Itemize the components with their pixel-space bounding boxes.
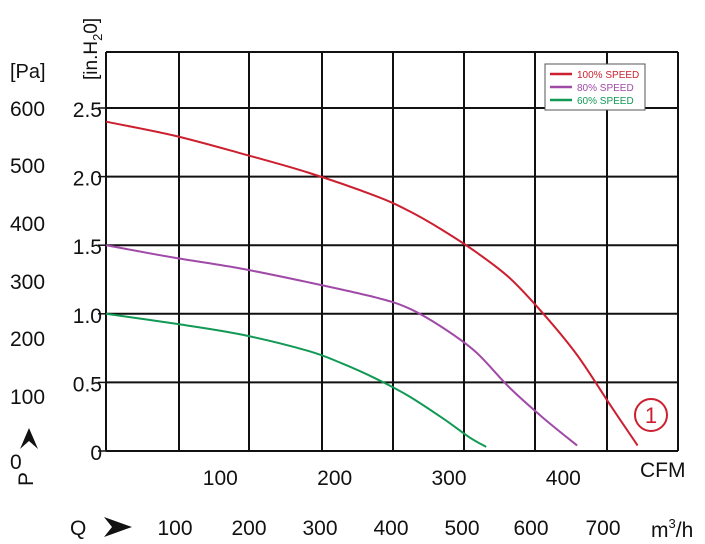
x-unit-cfm: CFM — [640, 459, 686, 482]
x-tick-label-m3h: 400 — [373, 517, 408, 540]
pressure-arrow-icon — [20, 428, 38, 449]
x-tick-label-cfm: 100 — [203, 467, 238, 490]
y-tick-label-pa: 200 — [10, 328, 45, 351]
y-tick-label-inH2O: 2.0 — [73, 168, 102, 191]
x-unit-m3h: m3/h — [651, 516, 693, 542]
y-tick-label-inH2O: 1.5 — [73, 236, 102, 259]
x-tick-label-m3h: 600 — [513, 517, 548, 540]
y-tick-label-pa: 400 — [10, 213, 45, 236]
y-unit-pa: [Pa] — [10, 61, 46, 83]
legend-label: 80% SPEED — [577, 83, 634, 94]
y-tick-label-pa: 600 — [10, 98, 45, 121]
y-tick-label-pa: 500 — [10, 155, 45, 178]
y-tick-label-pa: 0 — [10, 451, 22, 474]
series-line-2 — [105, 244, 578, 447]
y-tick-label-inH2O: 2.5 — [73, 99, 102, 122]
y-tick-label-inH2O: 0 — [90, 442, 102, 465]
y-tick-label-inH2O: 1.0 — [73, 305, 102, 328]
curve-marker-label: 1 — [645, 403, 657, 428]
series-line-3 — [105, 312, 487, 448]
x-tick-label-m3h: 500 — [444, 517, 479, 540]
x-tick-label-m3h: 300 — [302, 517, 337, 540]
legend-label: 100% SPEED — [577, 70, 639, 81]
y-unit-inH2O: [in.H20] — [81, 18, 105, 80]
x-tick-label-cfm: 400 — [546, 467, 581, 490]
x-tick-label-m3h: 200 — [231, 517, 266, 540]
legend-label: 60% SPEED — [577, 96, 634, 107]
q-arrow-icon — [104, 517, 132, 537]
series-line-1 — [105, 120, 639, 447]
y-tick-label-pa: 300 — [10, 271, 45, 294]
x-tick-label-m3h: 700 — [585, 517, 620, 540]
x-tick-label-m3h: 100 — [157, 517, 192, 540]
x-prefix-q: Q — [70, 517, 86, 540]
x-tick-label-cfm: 200 — [317, 467, 352, 490]
y-tick-label-pa: 100 — [10, 386, 45, 409]
pressure-label: P — [15, 472, 38, 486]
y-tick-label-inH2O: 0.5 — [73, 373, 102, 396]
curve-marker-circle — [634, 398, 668, 432]
x-tick-label-cfm: 300 — [431, 467, 466, 490]
